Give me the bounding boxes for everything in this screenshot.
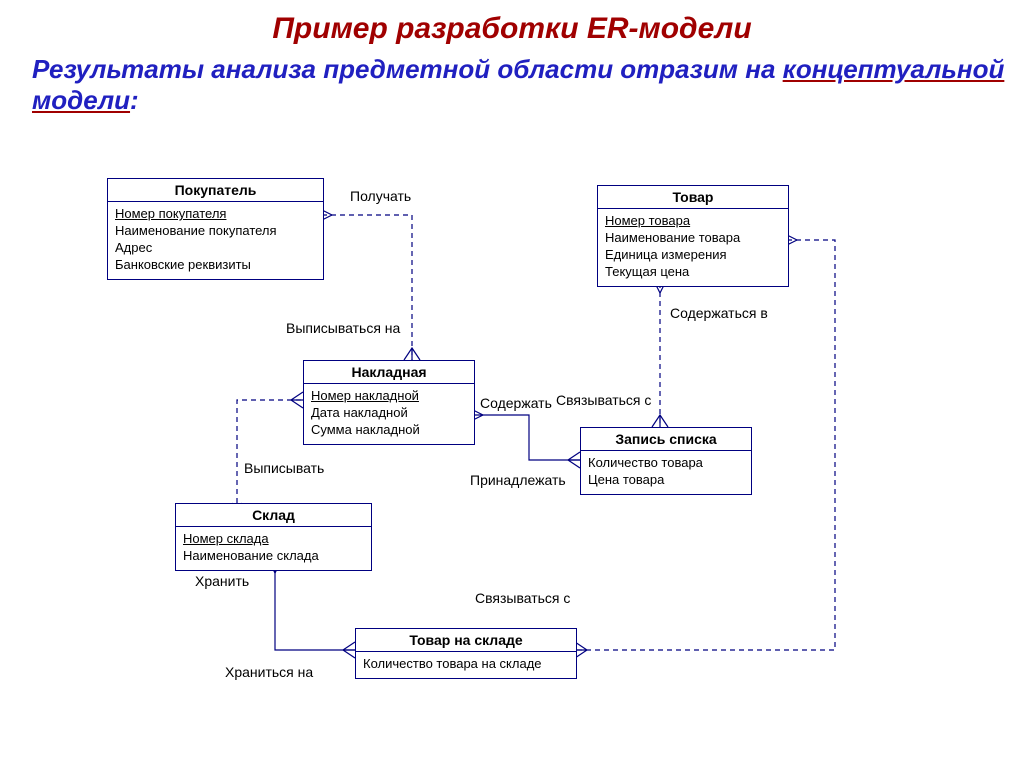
attr: Текущая цена [605,264,781,281]
rel-receive: Получать [350,188,411,204]
rel-contain: Содержать [480,395,552,411]
entity-listrec: Запись списка Количество товара Цена тов… [580,427,752,495]
rel-stored-at: Храниться на [225,664,313,680]
subtitle-colon: : [130,85,139,115]
rel-issue: Выписывать [244,460,324,476]
attr: Номер покупателя [115,206,316,223]
attr: Дата накладной [311,405,467,422]
rel-contained-in: Содержаться в [670,305,768,321]
edge-invoice-listrec [473,415,580,460]
attr: Цена товара [588,472,744,489]
attr: Номер товара [605,213,781,230]
er-diagram: Покупатель Номер покупателя Наименование… [0,170,1024,750]
page-title: Пример разработки ER-модели [0,0,1024,46]
attr: Адрес [115,240,316,257]
entity-stock-title: Товар на складе [356,629,576,652]
entity-product: Товар Номер товара Наименование товара Е… [597,185,789,287]
attr: Наименование склада [183,548,364,565]
attr: Количество товара [588,455,744,472]
entity-invoice: Накладная Номер накладной Дата накладной… [303,360,475,445]
rel-linked-with-2: Связываться с [475,590,570,606]
entity-stock: Товар на складе Количество товара на скл… [355,628,577,679]
crowsfoot-invoice-top [404,348,420,360]
entity-buyer-title: Покупатель [108,179,323,202]
rel-issued-for: Выписываться на [286,320,400,336]
entity-buyer: Покупатель Номер покупателя Наименование… [107,178,324,280]
edge-warehouse-invoice [237,400,303,503]
crowsfoot-listrec-left [568,452,580,468]
rel-linked-with-1: Связываться с [556,392,651,408]
edge-buyer-invoice [322,215,412,360]
entity-warehouse: Склад Номер склада Наименование склада [175,503,372,571]
attr: Наименование покупателя [115,223,316,240]
attr: Номер накладной [311,388,467,405]
rel-store: Хранить [195,573,249,589]
attr: Наименование товара [605,230,781,247]
crowsfoot-invoice-left [291,392,303,408]
page-subtitle: Результаты анализа предметной области от… [0,46,1024,116]
entity-warehouse-title: Склад [176,504,371,527]
attr: Количество товара на складе [363,656,569,673]
crowsfoot-stock-left [343,642,355,658]
attr: Банковские реквизиты [115,257,316,274]
subtitle-part1: Результаты анализа предметной области от… [32,54,783,84]
rel-belong: Принадлежать [470,472,566,488]
crowsfoot-listrec-top [652,415,668,427]
entity-invoice-title: Накладная [304,361,474,384]
edge-warehouse-stock [275,563,355,650]
entity-product-title: Товар [598,186,788,209]
attr: Единица измерения [605,247,781,264]
entity-listrec-title: Запись списка [581,428,751,451]
attr: Сумма накладной [311,422,467,439]
attr: Номер склада [183,531,364,548]
